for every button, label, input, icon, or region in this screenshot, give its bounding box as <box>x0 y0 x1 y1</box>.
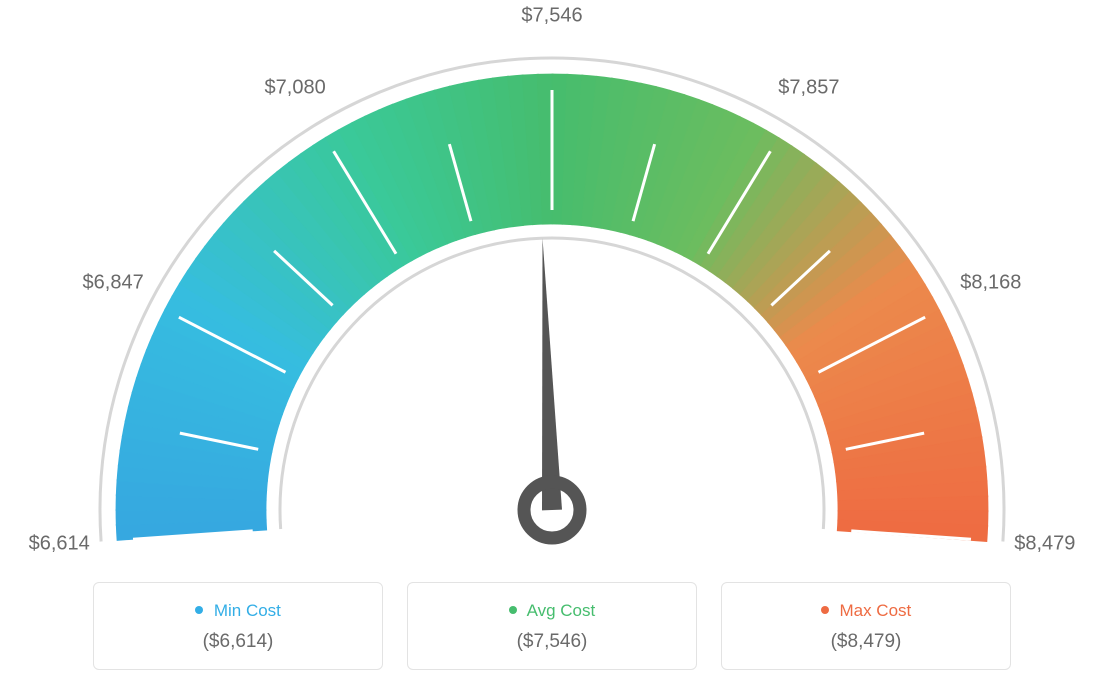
legend-min: Min Cost ($6,614) <box>93 582 383 670</box>
legend-max-value: ($8,479) <box>732 631 1000 653</box>
legend-avg-value: ($7,546) <box>418 631 686 653</box>
dot-icon <box>821 606 829 614</box>
legend-min-label: Min Cost <box>214 601 281 620</box>
dot-icon <box>195 606 203 614</box>
legend-avg: Avg Cost ($7,546) <box>407 582 697 670</box>
scale-label: $6,614 <box>29 533 90 556</box>
gauge-svg <box>0 0 1104 560</box>
scale-label: $6,847 <box>83 272 144 295</box>
legend-max-label: Max Cost <box>839 601 911 620</box>
legend-max: Max Cost ($8,479) <box>721 582 1011 670</box>
legend-avg-label: Avg Cost <box>527 601 596 620</box>
legend-max-title: Max Cost <box>732 601 1000 621</box>
scale-label: $8,479 <box>1014 533 1075 556</box>
legend-avg-title: Avg Cost <box>418 601 686 621</box>
legend-min-value: ($6,614) <box>104 631 372 653</box>
scale-label: $7,857 <box>778 77 839 100</box>
legend-min-title: Min Cost <box>104 601 372 621</box>
scale-label: $7,080 <box>265 77 326 100</box>
dot-icon <box>509 606 517 614</box>
scale-label: $7,546 <box>521 5 582 28</box>
scale-label: $8,168 <box>960 272 1021 295</box>
cost-gauge: $6,614 $6,847 $7,080 $7,546 $7,857 $8,168 $8,4… <box>0 0 1104 560</box>
legend-row: Min Cost ($6,614) Avg Cost ($7,546) Max … <box>93 582 1011 670</box>
